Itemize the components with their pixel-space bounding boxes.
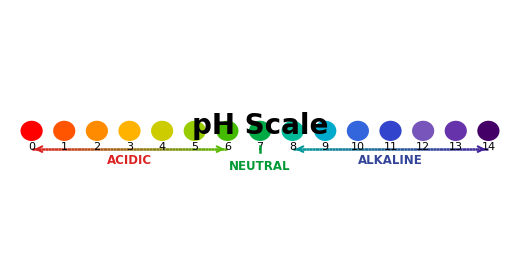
Ellipse shape bbox=[216, 121, 239, 141]
Text: 1: 1 bbox=[61, 142, 68, 152]
Ellipse shape bbox=[314, 121, 336, 141]
Text: 10: 10 bbox=[351, 142, 365, 152]
Text: 13: 13 bbox=[449, 142, 463, 152]
Text: 4: 4 bbox=[159, 142, 166, 152]
Text: pH Scale: pH Scale bbox=[192, 112, 328, 140]
Ellipse shape bbox=[380, 121, 401, 141]
Ellipse shape bbox=[119, 121, 140, 141]
Text: 6: 6 bbox=[224, 142, 231, 152]
Text: 2: 2 bbox=[93, 142, 100, 152]
Ellipse shape bbox=[53, 121, 75, 141]
Ellipse shape bbox=[347, 121, 369, 141]
Text: 9: 9 bbox=[322, 142, 329, 152]
Ellipse shape bbox=[151, 121, 173, 141]
Text: ACIDIC: ACIDIC bbox=[107, 154, 152, 167]
Text: 14: 14 bbox=[482, 142, 496, 152]
Text: NEUTRAL: NEUTRAL bbox=[229, 160, 291, 172]
Text: 12: 12 bbox=[416, 142, 430, 152]
Text: 7: 7 bbox=[256, 142, 264, 152]
Ellipse shape bbox=[412, 121, 434, 141]
Ellipse shape bbox=[20, 121, 43, 141]
Text: 3: 3 bbox=[126, 142, 133, 152]
Ellipse shape bbox=[445, 121, 467, 141]
Ellipse shape bbox=[184, 121, 206, 141]
Text: 8: 8 bbox=[289, 142, 296, 152]
Ellipse shape bbox=[249, 121, 271, 141]
Text: 5: 5 bbox=[191, 142, 198, 152]
Ellipse shape bbox=[281, 121, 304, 141]
Text: 11: 11 bbox=[384, 142, 397, 152]
Ellipse shape bbox=[86, 121, 108, 141]
Ellipse shape bbox=[477, 121, 500, 141]
Text: 0: 0 bbox=[28, 142, 35, 152]
Text: ALKALINE: ALKALINE bbox=[358, 154, 423, 167]
